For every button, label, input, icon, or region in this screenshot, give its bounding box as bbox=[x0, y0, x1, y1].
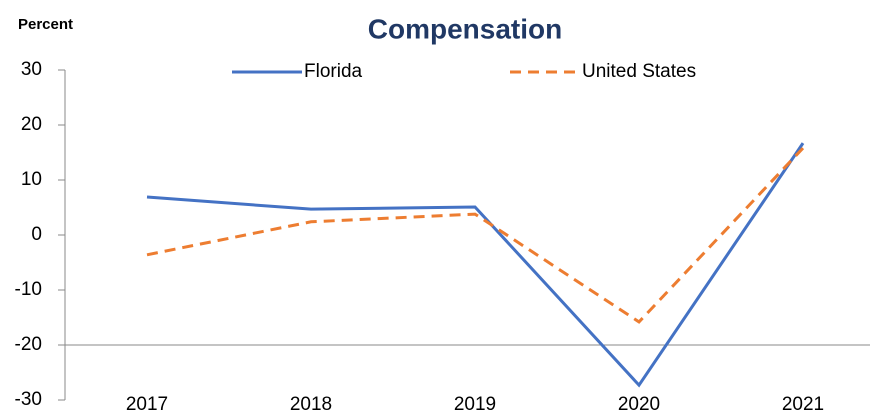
y-axis-label: Percent bbox=[18, 16, 73, 33]
legend-label: United States bbox=[582, 61, 696, 82]
series-line bbox=[146, 147, 805, 324]
x-tick-label: 2021 bbox=[782, 394, 824, 415]
x-tick-label: 2017 bbox=[126, 394, 168, 415]
y-tick-label: -10 bbox=[15, 279, 42, 300]
y-tick-label: 0 bbox=[31, 224, 42, 245]
x-tick-label: 2018 bbox=[290, 394, 332, 415]
legend-label: Florida bbox=[304, 61, 363, 82]
y-tick-label: -30 bbox=[15, 389, 42, 410]
x-tick-label: 2020 bbox=[618, 394, 660, 415]
x-tick-label: 2019 bbox=[454, 394, 496, 415]
chart-title: Compensation bbox=[368, 13, 562, 44]
y-tick-label: 10 bbox=[21, 169, 42, 190]
y-tick-label: 20 bbox=[21, 114, 42, 135]
y-tick-label: 30 bbox=[21, 59, 42, 80]
y-tick-label: -20 bbox=[15, 334, 42, 355]
series-line bbox=[146, 142, 805, 388]
